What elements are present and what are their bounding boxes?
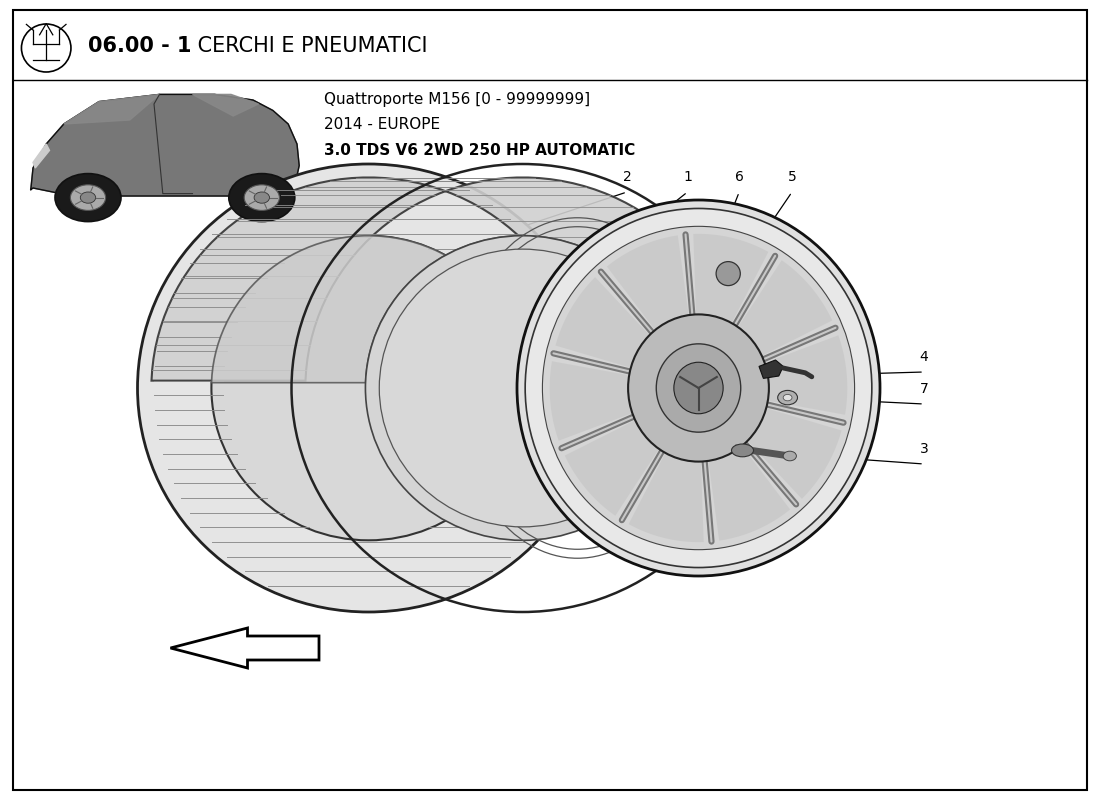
Circle shape (70, 185, 106, 210)
Ellipse shape (517, 200, 880, 576)
Polygon shape (550, 362, 652, 441)
Circle shape (80, 192, 96, 203)
Text: CERCHI E PNEUMATICI: CERCHI E PNEUMATICI (191, 35, 428, 56)
Circle shape (55, 174, 121, 222)
Text: 06.00 - 1: 06.00 - 1 (88, 35, 191, 56)
Ellipse shape (716, 262, 740, 286)
Circle shape (254, 192, 270, 203)
Polygon shape (628, 434, 704, 542)
Polygon shape (705, 429, 790, 541)
Polygon shape (211, 236, 680, 382)
Ellipse shape (365, 236, 680, 540)
Ellipse shape (542, 226, 855, 550)
Polygon shape (170, 628, 319, 668)
Text: 3: 3 (920, 442, 928, 456)
Polygon shape (31, 94, 299, 196)
Ellipse shape (138, 164, 600, 612)
Polygon shape (607, 235, 692, 347)
Polygon shape (693, 234, 769, 342)
Text: 4: 4 (920, 350, 928, 364)
Polygon shape (556, 277, 664, 374)
Polygon shape (192, 94, 258, 116)
Ellipse shape (674, 362, 723, 414)
Polygon shape (564, 410, 671, 516)
Text: Quattroporte M156 [0 - 99999999]: Quattroporte M156 [0 - 99999999] (324, 92, 591, 106)
Polygon shape (726, 260, 833, 366)
Circle shape (778, 390, 798, 405)
Polygon shape (152, 178, 739, 381)
Circle shape (783, 451, 796, 461)
Ellipse shape (22, 24, 70, 72)
Ellipse shape (379, 249, 666, 527)
Polygon shape (759, 360, 783, 378)
Text: 7: 7 (920, 382, 928, 396)
Text: 5: 5 (788, 170, 796, 184)
Text: 1: 1 (683, 170, 692, 184)
Text: 2014 - EUROPE: 2014 - EUROPE (324, 118, 441, 132)
Polygon shape (745, 335, 847, 414)
Ellipse shape (657, 344, 740, 432)
Polygon shape (64, 94, 160, 124)
Ellipse shape (525, 209, 872, 567)
Circle shape (229, 174, 295, 222)
Circle shape (783, 394, 792, 401)
Polygon shape (733, 402, 842, 499)
Polygon shape (33, 144, 50, 168)
Ellipse shape (628, 314, 769, 462)
Ellipse shape (211, 236, 526, 540)
Text: 2: 2 (623, 170, 631, 184)
Circle shape (244, 185, 279, 210)
Text: 6: 6 (735, 170, 744, 184)
Text: 3.0 TDS V6 2WD 250 HP AUTOMATIC: 3.0 TDS V6 2WD 250 HP AUTOMATIC (324, 143, 636, 158)
Ellipse shape (732, 444, 754, 457)
